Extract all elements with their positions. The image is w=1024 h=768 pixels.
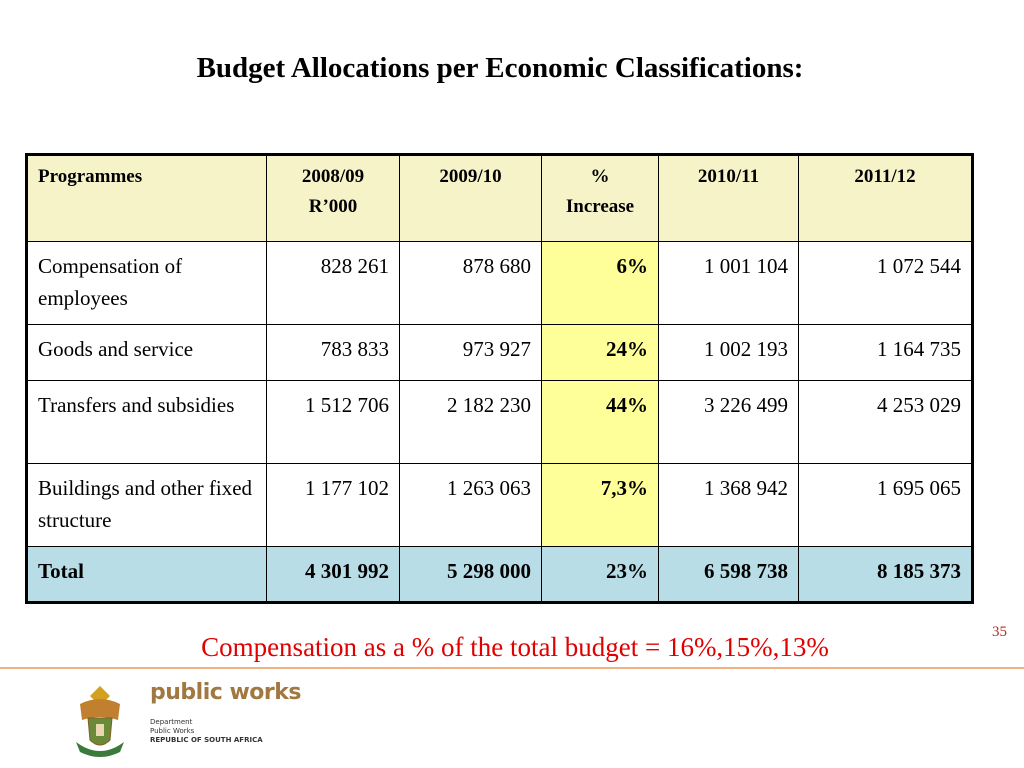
note: Compensation as a % of the total budget … [201, 632, 829, 662]
cell: 1 263 063 [399, 463, 542, 547]
header-text: 2011/12 [854, 166, 916, 187]
cell: 878 680 [399, 241, 542, 325]
row-label: Total [26, 546, 267, 603]
cell: 6 598 738 [658, 546, 799, 603]
cell: 828 261 [266, 241, 400, 325]
cell: 4 301 992 [266, 546, 400, 603]
row-label: Transfers and subsidies [26, 380, 267, 464]
header-text: Programmes [38, 166, 143, 187]
header-row: Programmes 2008/09 R’000 2009/10% Increase 20… [26, 154, 973, 242]
cell: 1 695 065 [798, 463, 973, 547]
cell: 973 927 [399, 324, 542, 381]
header-cell: % Increase [541, 154, 659, 242]
cell: 24% [541, 324, 659, 381]
header-cell: 2008/09 R’000 [266, 154, 400, 242]
cell: 1 368 942 [658, 463, 799, 547]
coat-of-arms [76, 686, 124, 757]
header-cell: 2009/10 [399, 154, 542, 242]
cell: 3 226 499 [658, 380, 799, 464]
cell: 1 177 102 [266, 463, 400, 547]
cell: 2 182 230 [399, 380, 542, 464]
cell: 1 002 193 [658, 324, 799, 381]
cell: 8 185 373 [798, 546, 973, 603]
cell: 4 253 029 [798, 380, 973, 464]
header-cell: Programmes [26, 154, 267, 242]
cell: 1 512 706 [266, 380, 400, 464]
data-row: Goods and service 783 833 973 927 24% 1 002 … [26, 324, 973, 381]
divider [0, 667, 1024, 669]
row-label: Compensation of employees [26, 241, 267, 325]
header-text: % [590, 166, 610, 187]
cell: 1 164 735 [798, 324, 973, 381]
cell: 1 072 544 [798, 241, 973, 325]
header-text: Increase [565, 196, 635, 217]
header-text: 2008/09 [301, 166, 365, 187]
header-text: R’000 [308, 196, 358, 217]
page-number: 35 [992, 624, 1007, 640]
row-label: Buildings and other fixed structure [26, 463, 267, 547]
budget-table: Programmes 2008/09 R’000 2009/10% Increase 20… [25, 153, 974, 604]
logo: public works Department Public Works REP… [70, 680, 330, 760]
logo-line: REPUBLIC OF SOUTH AFRICA [150, 736, 263, 744]
cell: 7,3% [541, 463, 659, 547]
header-text: 2009/10 [439, 166, 502, 187]
total-row: Total 4 301 992 5 298 000 23% 6 598 738 8 185… [26, 546, 973, 603]
data-row: Transfers and subsidies 1 512 706 2 182 23… [26, 380, 973, 464]
row-label: Goods and service [26, 324, 267, 381]
data-row: Buildings and other fixed structure 1 177… [26, 463, 973, 547]
logo-name: public works [150, 680, 301, 705]
cell: 23% [541, 546, 659, 603]
header-cell: 2011/12 [798, 154, 973, 242]
cell: 6% [541, 241, 659, 325]
cell: 783 833 [266, 324, 400, 381]
logo-line: Department [150, 718, 193, 726]
cell: 44% [541, 380, 659, 464]
logo-line: Public Works [150, 727, 195, 735]
header-cell: 2010/11 [658, 154, 799, 242]
cell: 1 001 104 [658, 241, 799, 325]
data-row: Compensation of employees 828 261 878 680 6… [26, 241, 973, 325]
cell: 5 298 000 [399, 546, 542, 603]
slide-title: Budget Allocations per Economic Classifi… [196, 52, 804, 84]
header-text: 2010/11 [697, 166, 760, 187]
